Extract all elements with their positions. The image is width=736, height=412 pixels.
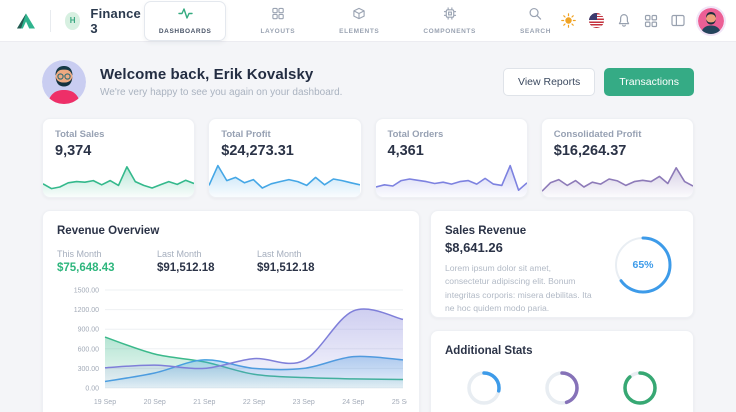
revenue-overview-title: Revenue Overview bbox=[57, 225, 160, 237]
svg-text:600.00: 600.00 bbox=[78, 346, 100, 353]
nav-item-elements[interactable]: ELEMENTS bbox=[329, 2, 389, 40]
revenue-stat-last-month-2: Last Month $91,512.18 bbox=[257, 249, 357, 274]
sales-revenue-title: Sales Revenue bbox=[445, 225, 527, 237]
gauge-item: 1,203 bbox=[543, 369, 581, 412]
sales-revenue-description: Lorem ipsum dolor sit amet, consectetur … bbox=[445, 263, 592, 313]
additional-stats-title: Additional Stats bbox=[445, 345, 533, 357]
welcome-subtitle: We're very happy to see you again on you… bbox=[100, 87, 343, 98]
gauge-item: 3,078 bbox=[621, 369, 659, 412]
donut-chart-svg bbox=[614, 236, 672, 294]
apps-grid-icon[interactable] bbox=[644, 14, 658, 28]
stat-card-total-profit: Total Profit $24,273.31 bbox=[208, 118, 362, 198]
stat-label: Total Profit bbox=[221, 129, 271, 140]
revenue-stat-this-month: This Month $75,648.43 bbox=[57, 249, 157, 274]
gauge-item: 264 bbox=[465, 369, 503, 412]
view-reports-button[interactable]: View Reports bbox=[503, 68, 596, 96]
top-navbar: H Finance 3 DASHBOARDS LAYO bbox=[0, 0, 736, 42]
sales-revenue-donut: 65% bbox=[611, 233, 675, 297]
gauge-row: 264 1,203 3,078 bbox=[445, 369, 679, 412]
sales-revenue-value: $8,641.26 bbox=[445, 240, 503, 255]
stat-value: 4,361 bbox=[387, 143, 424, 159]
svg-text:22 Sep: 22 Sep bbox=[243, 399, 265, 406]
gauge-donut-svg bbox=[545, 371, 579, 405]
stat-label: Total Orders bbox=[387, 129, 444, 140]
svg-text:1500.00: 1500.00 bbox=[74, 288, 99, 295]
stat-value: $24,273.31 bbox=[221, 143, 294, 159]
stat-card-total-sales: Total Sales 9,374 bbox=[42, 118, 196, 198]
activity-icon bbox=[177, 7, 193, 25]
gauge-donut-svg bbox=[623, 371, 657, 405]
user-avatar[interactable] bbox=[698, 7, 724, 34]
welcome-title: Welcome back, Erik Kovalsky bbox=[100, 66, 314, 83]
nav-item-label: SEARCH bbox=[519, 27, 551, 35]
stat-caption: This Month bbox=[57, 249, 102, 259]
svg-text:23 Sep: 23 Sep bbox=[293, 399, 315, 406]
stat-cards-row: Total Sales 9,374 Total Profit $24,273.3… bbox=[42, 118, 694, 198]
brand-divider bbox=[50, 9, 51, 32]
revenue-stat-last-month: Last Month $91,512.18 bbox=[157, 249, 257, 274]
stat-caption: Last Month bbox=[257, 249, 302, 259]
revenue-area-chart: 0.00 300.00 600.00 900.00 1200.00 1500.00 19 S… bbox=[57, 282, 415, 412]
svg-text:21 Sep: 21 Sep bbox=[193, 399, 215, 406]
stat-value: 9,374 bbox=[55, 143, 92, 159]
sparkline-chart bbox=[541, 159, 693, 197]
svg-text:0.00: 0.00 bbox=[85, 386, 99, 393]
svg-text:24 Sep: 24 Sep bbox=[342, 399, 364, 406]
svg-text:900.00: 900.00 bbox=[78, 327, 100, 334]
nav-item-layouts[interactable]: LAYOUTS bbox=[250, 2, 305, 40]
svg-text:300.00: 300.00 bbox=[78, 366, 100, 373]
notifications-bell-icon[interactable] bbox=[617, 13, 631, 28]
box-icon bbox=[352, 7, 366, 25]
additional-stats-card: Additional Stats 264 1,203 3,078 bbox=[430, 330, 694, 412]
nav-item-label: LAYOUTS bbox=[260, 27, 296, 35]
layout-grid-icon bbox=[271, 7, 285, 25]
transactions-button[interactable]: Transactions bbox=[604, 68, 694, 96]
nav-item-components[interactable]: COMPONENTS bbox=[413, 2, 486, 40]
welcome-actions: View Reports Transactions bbox=[503, 68, 694, 96]
stat-amount: $75,648.43 bbox=[57, 262, 115, 274]
app-logo-icon[interactable] bbox=[16, 12, 36, 30]
nav-item-label: ELEMENTS bbox=[339, 27, 380, 35]
svg-text:25 Sep: 25 Sep bbox=[392, 399, 407, 406]
sales-revenue-card: Sales Revenue $8,641.26 Lorem ipsum dolo… bbox=[430, 210, 694, 318]
nav-item-dashboards[interactable]: DASHBOARDS bbox=[143, 0, 227, 41]
nav-item-search[interactable]: SEARCH bbox=[510, 2, 561, 40]
app-title: Finance 3 bbox=[90, 5, 141, 36]
welcome-avatar bbox=[42, 60, 86, 104]
workspace-badge[interactable]: H bbox=[64, 11, 81, 30]
flag-canton bbox=[589, 13, 597, 20]
gauge-donut-svg bbox=[467, 371, 501, 405]
theme-sun-icon[interactable] bbox=[561, 13, 576, 28]
sparkline-chart bbox=[375, 159, 527, 197]
stat-label: Total Sales bbox=[55, 129, 105, 140]
search-icon bbox=[528, 7, 542, 25]
brand: H Finance 3 bbox=[16, 6, 144, 36]
stat-card-total-orders: Total Orders 4,361 bbox=[374, 118, 528, 198]
cpu-icon bbox=[443, 6, 457, 25]
stat-label: Consolidated Profit bbox=[553, 129, 642, 140]
svg-text:1200.00: 1200.00 bbox=[74, 307, 99, 314]
stat-value: $16,264.37 bbox=[553, 143, 627, 159]
nav-item-label: COMPONENTS bbox=[423, 27, 476, 35]
stat-caption: Last Month bbox=[157, 249, 202, 259]
language-flag-us-icon[interactable] bbox=[589, 13, 604, 28]
main-navigation: DASHBOARDS LAYOUTS ELEME bbox=[143, 0, 561, 41]
nav-item-label: DASHBOARDS bbox=[158, 27, 212, 35]
welcome-section: Welcome back, Erik Kovalsky We're very h… bbox=[42, 56, 694, 108]
revenue-overview-card: Revenue Overview This Month $75,648.43 L… bbox=[42, 210, 420, 412]
stat-amount: $91,512.18 bbox=[157, 262, 215, 274]
svg-text:19 Sep: 19 Sep bbox=[94, 399, 116, 406]
sparkline-chart bbox=[209, 159, 361, 197]
sidebar-toggle-icon[interactable] bbox=[671, 14, 685, 27]
revenue-stats: This Month $75,648.43 Last Month $91,512… bbox=[57, 249, 405, 274]
svg-text:20 Sep: 20 Sep bbox=[144, 399, 166, 406]
welcome-text: Welcome back, Erik Kovalsky We're very h… bbox=[100, 66, 503, 98]
sparkline-chart bbox=[43, 159, 194, 197]
stat-card-consolidated-profit: Consolidated Profit $16,264.37 bbox=[540, 118, 694, 198]
area-chart-svg: 0.00 300.00 600.00 900.00 1200.00 1500.00 19 S… bbox=[74, 288, 415, 407]
navbar-actions bbox=[561, 7, 726, 34]
donut-percent-label: 65% bbox=[632, 259, 654, 271]
stat-amount: $91,512.18 bbox=[257, 262, 315, 274]
